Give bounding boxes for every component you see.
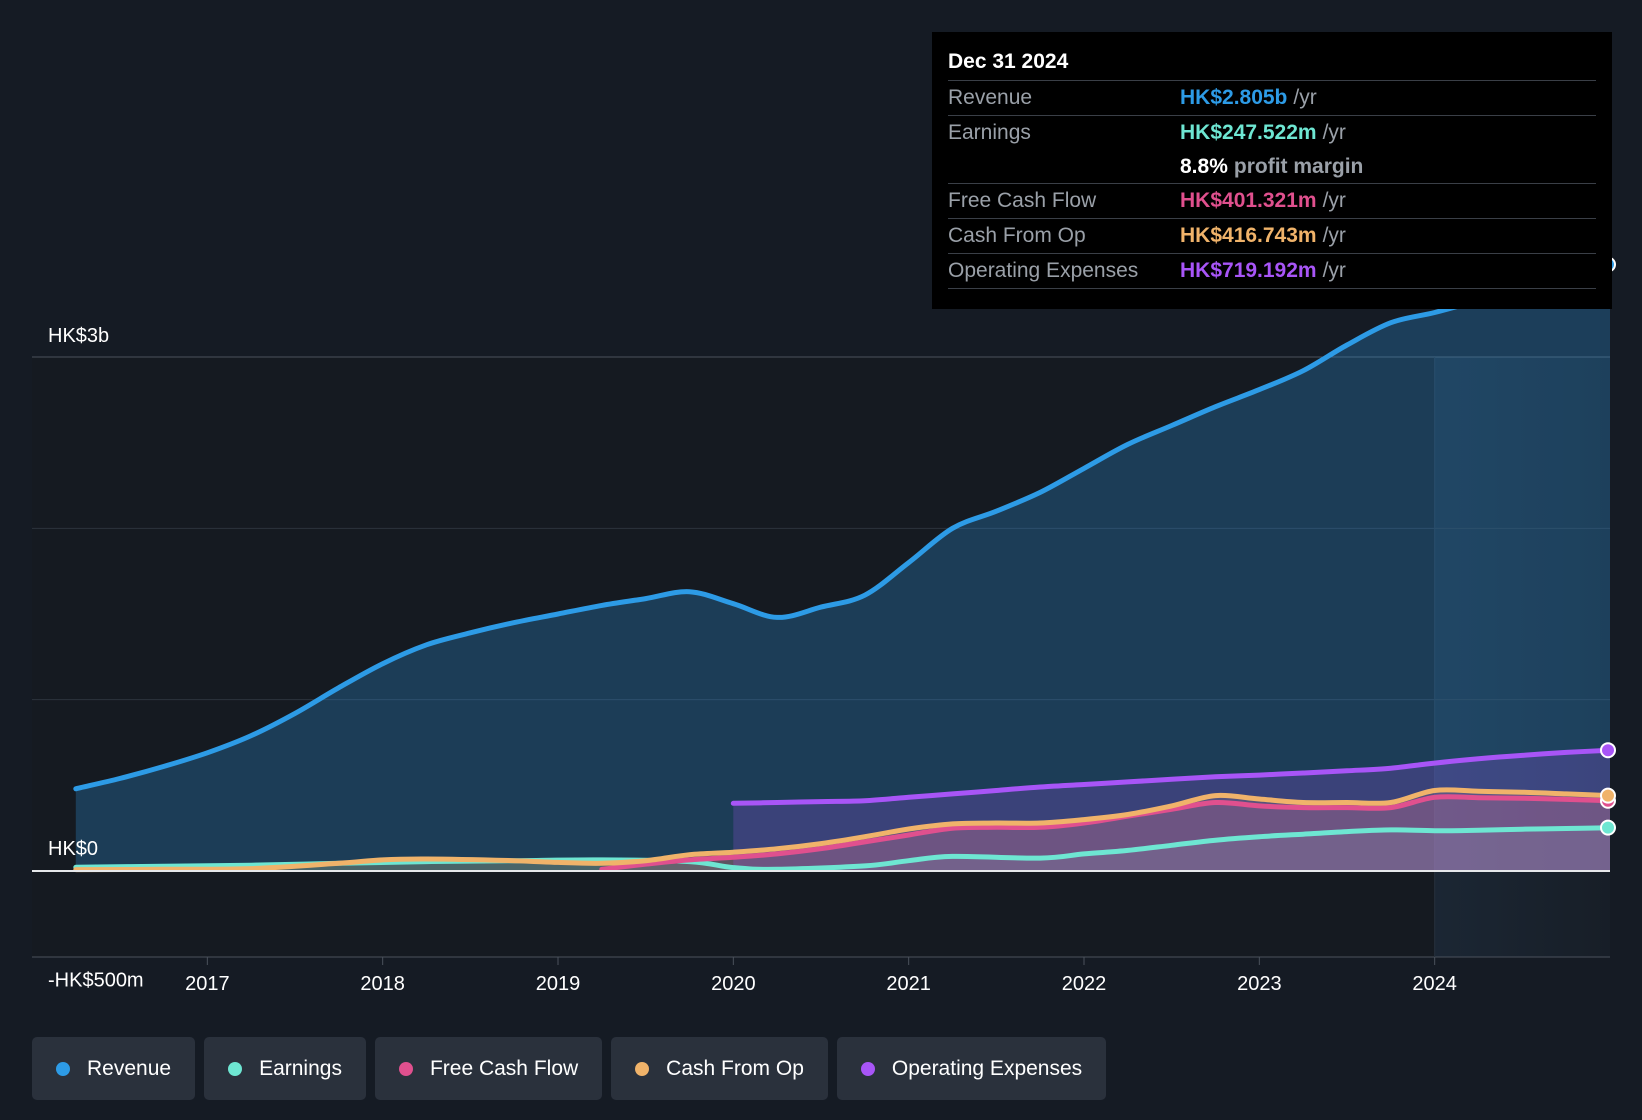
forecast-highlight-band — [1434, 357, 1610, 957]
x-tick-2017: 2017 — [185, 973, 230, 995]
x-tick-2023: 2023 — [1237, 973, 1282, 995]
earnings-line — [73, 825, 1613, 872]
revenue-area — [75, 264, 1610, 871]
tooltip-row-revenue: Revenue HK$2.805b /yr — [948, 81, 1596, 116]
cash-from-op-area — [75, 789, 1610, 871]
series-lines — [32, 262, 1613, 873]
tooltip-unit: /yr — [1322, 121, 1346, 144]
x-axis: 2017 2018 2019 2020 2021 2022 2023 2024 — [185, 957, 1457, 995]
y-label-zero: HK$0 — [48, 838, 98, 860]
legend-item-operating-expenses[interactable]: Operating Expenses — [836, 1037, 1107, 1100]
legend-item-cash-from-op[interactable]: Cash From Op — [611, 1037, 828, 1100]
revenue-line — [73, 262, 1613, 792]
tooltip-row-profit-margin: 8.8% profit margin — [948, 150, 1596, 184]
tooltip-value: HK$247.522m — [1180, 121, 1317, 144]
tooltip-unit: /yr — [1322, 259, 1346, 282]
x-tick-2019: 2019 — [536, 973, 581, 995]
legend-dot-icon — [398, 1061, 413, 1076]
x-tick-2022: 2022 — [1062, 973, 1107, 995]
legend-label: Operating Expenses — [891, 1056, 1083, 1080]
x-tick-2021: 2021 — [886, 973, 931, 995]
legend-dot-icon — [860, 1061, 875, 1076]
chart: HK$3b HK$0 -HK$500m 2017 2018 2019 2020 … — [32, 256, 1616, 995]
tooltip-label: Revenue — [948, 86, 1033, 109]
tooltip-unit: /yr — [1322, 189, 1346, 212]
tooltip-row-operating-expenses: Operating Expenses HK$719.192m /yr — [948, 254, 1596, 289]
legend-item-revenue[interactable]: Revenue — [32, 1037, 196, 1100]
legend: Revenue Earnings Free Cash Flow Cash Fro… — [32, 1037, 1107, 1100]
tooltip-value: HK$416.743m — [1180, 224, 1317, 247]
y-label-top: HK$3b — [48, 325, 109, 347]
tooltip-label: Earnings — [948, 121, 1031, 144]
earnings-area — [75, 827, 1610, 871]
tooltip-row-earnings: Earnings HK$247.522m /yr — [948, 116, 1596, 150]
tooltip-value: HK$2.805b — [1180, 86, 1288, 109]
legend-dot-icon — [56, 1061, 70, 1076]
tooltip-unit: /yr — [1293, 86, 1317, 109]
operating-expenses-endpoint — [1600, 742, 1616, 759]
free-cash-flow-area — [601, 796, 1610, 871]
cash-from-op-endpoint — [1600, 787, 1616, 804]
legend-label: Free Cash Flow — [429, 1056, 579, 1080]
tooltip-date: Dec 31 2024 — [948, 46, 1596, 81]
tooltip-row-free-cash-flow: Free Cash Flow HK$401.321m /yr — [948, 184, 1596, 219]
legend-item-earnings[interactable]: Earnings — [204, 1037, 366, 1100]
x-tick-2024: 2024 — [1412, 973, 1457, 995]
series-areas — [75, 264, 1610, 871]
legend-dot-icon — [228, 1061, 243, 1076]
cash-from-op-line — [73, 787, 1613, 873]
plot-background — [32, 357, 1610, 957]
legend-label: Revenue — [87, 1056, 172, 1080]
tooltip-value: HK$719.192m — [1180, 259, 1317, 282]
x-tick-2020: 2020 — [711, 973, 756, 995]
gridlines — [32, 356, 1610, 958]
y-label-bottom: -HK$500m — [48, 970, 144, 992]
legend-label: Earnings — [259, 1056, 342, 1080]
tooltip-row-cash-from-op: Cash From Op HK$416.743m /yr — [948, 219, 1596, 254]
profit-margin-label: profit margin — [1233, 154, 1364, 178]
tooltip-label: Cash From Op — [948, 224, 1086, 247]
tooltip-label: Operating Expenses — [948, 259, 1139, 282]
legend-label: Cash From Op — [666, 1056, 804, 1080]
tooltip-panel: Dec 31 2024 Revenue HK$2.805b /yr Earnin… — [932, 32, 1612, 309]
y-axis: HK$3b HK$0 -HK$500m — [48, 325, 144, 992]
x-tick-2018: 2018 — [360, 973, 405, 995]
legend-item-free-cash-flow[interactable]: Free Cash Flow — [374, 1037, 603, 1100]
operating-expenses-line — [730, 747, 1613, 806]
tooltip-label: Free Cash Flow — [948, 189, 1097, 212]
legend-dot-icon — [635, 1061, 650, 1076]
tooltip-unit: /yr — [1322, 224, 1346, 247]
profit-margin-value: 8.8% — [1180, 154, 1228, 178]
tooltip-value: HK$401.321m — [1180, 189, 1317, 212]
earnings-endpoint — [1600, 819, 1616, 836]
